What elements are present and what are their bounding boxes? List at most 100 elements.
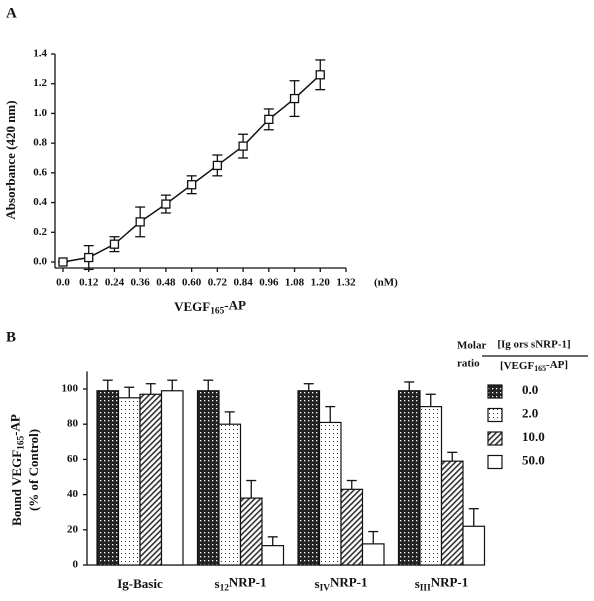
error-bar (325, 405, 336, 423)
x-tick-label: 0.12 (79, 277, 99, 289)
bar (440, 460, 464, 566)
marker (161, 199, 171, 209)
marker (289, 93, 300, 104)
bar (239, 497, 263, 566)
error-bar (124, 386, 135, 398)
bar (419, 406, 443, 566)
error-bar (368, 530, 379, 544)
x-axis-label-part: 165 (210, 306, 224, 316)
x-tick-label: Ig-Basic (117, 576, 163, 591)
bar (96, 390, 120, 566)
marker (84, 252, 94, 263)
error-bar (303, 383, 314, 391)
y-tick-label: 80 (67, 418, 79, 430)
x-tick-label-part: s (415, 576, 420, 591)
error-bar (425, 393, 436, 407)
bar (261, 545, 285, 566)
error-bar (447, 451, 458, 462)
error-bar (267, 536, 278, 546)
error-bar (346, 479, 357, 490)
x-tick-label-part: III (420, 583, 431, 593)
x-tick-label-part: NRP-1 (229, 575, 267, 590)
y-tick-label: 0 (73, 559, 79, 571)
x-tick-label: 0.72 (208, 277, 228, 289)
x-tick-label: sIIINRP-1 (415, 575, 469, 594)
x-tick-label: 1.32 (336, 277, 356, 289)
y-axis-label: (% of Control) (26, 429, 41, 511)
x-tick-label: 0.36 (131, 277, 151, 289)
data-line (62, 74, 321, 263)
bar (196, 390, 220, 566)
legend-label: 10.0 (522, 429, 545, 444)
y-axis-label-part: Bound VEGF (9, 450, 24, 526)
x-tick-label: 0.60 (182, 277, 202, 289)
x-tick-label-part: IV (320, 583, 331, 593)
panel-label: B (6, 329, 16, 345)
legend-swatch (487, 454, 503, 470)
bar (318, 421, 342, 566)
legend-fraction-bottom-part: -AP] (546, 358, 568, 370)
legend-fraction-bottom: [VEGF165-AP] (500, 358, 568, 372)
y-tick-label: 60 (67, 453, 79, 465)
x-tick-label: 1.20 (311, 277, 331, 289)
x-tick-label-part: NRP-1 (431, 575, 469, 590)
bar (397, 390, 421, 566)
marker (315, 70, 325, 80)
legend-label: 0.0 (522, 382, 538, 397)
legend-swatch (487, 431, 503, 446)
marker (264, 114, 274, 125)
y-tick-label: 20 (67, 523, 79, 535)
legend-label: 2.0 (522, 405, 538, 420)
x-tick-label-part: NRP-1 (330, 575, 368, 590)
error-bar (145, 383, 156, 395)
y-axis-label: Absorbance (420 nm) (3, 100, 18, 219)
x-axis-label: VEGF165-AP (174, 298, 246, 317)
error-bar (224, 411, 235, 425)
legend-fraction-bottom-part: 165 (534, 364, 546, 373)
legend-title: ratio (457, 358, 480, 370)
bar (160, 390, 184, 566)
y-tick-label: 1.0 (33, 107, 47, 119)
error-bar (468, 508, 479, 527)
marker (186, 180, 197, 190)
error-bar (203, 379, 214, 391)
x-tick-label: s12NRP-1 (215, 575, 267, 594)
bar (361, 543, 385, 566)
x-unit: (nM) (374, 277, 398, 289)
bar (462, 525, 486, 566)
error-bar (246, 479, 257, 499)
bar (139, 393, 163, 566)
x-tick-label-part: 12 (220, 583, 230, 593)
x-tick-label-part: Ig-Basic (117, 576, 163, 591)
x-tick-label-part: s (315, 576, 320, 591)
x-tick-label: 0.96 (259, 277, 279, 289)
x-axis-label-part: -AP (224, 298, 246, 313)
x-tick-label: sIVNRP-1 (315, 575, 368, 594)
x-tick-label: 0.84 (233, 277, 253, 289)
y-tick-label: 100 (62, 383, 79, 395)
legend-swatch (487, 407, 503, 423)
marker (58, 257, 68, 267)
bar (218, 423, 242, 566)
y-tick-label: 0.6 (33, 166, 47, 178)
bar (297, 390, 321, 566)
error-bar (102, 379, 113, 391)
legend-fraction-top: [Ig ors sNRP-1] (497, 339, 570, 351)
bar (340, 488, 364, 566)
y-axis-label-part: 165 (16, 436, 26, 450)
legend-label: 50.0 (522, 452, 545, 467)
x-tick-label: 0.48 (156, 277, 176, 289)
error-bar (167, 379, 178, 391)
marker (238, 141, 248, 151)
legend-fraction-bottom-part: [VEGF (500, 360, 535, 372)
legend-swatch (487, 384, 503, 399)
y-tick-label: 1.4 (33, 48, 47, 60)
x-tick-label: 1.08 (285, 277, 305, 289)
marker (109, 239, 120, 249)
marker (135, 217, 145, 227)
y-tick-label: 0.0 (33, 256, 47, 268)
marker (212, 160, 223, 171)
y-axis-label-part: -AP (8, 414, 23, 436)
panel-label: A (6, 5, 17, 21)
